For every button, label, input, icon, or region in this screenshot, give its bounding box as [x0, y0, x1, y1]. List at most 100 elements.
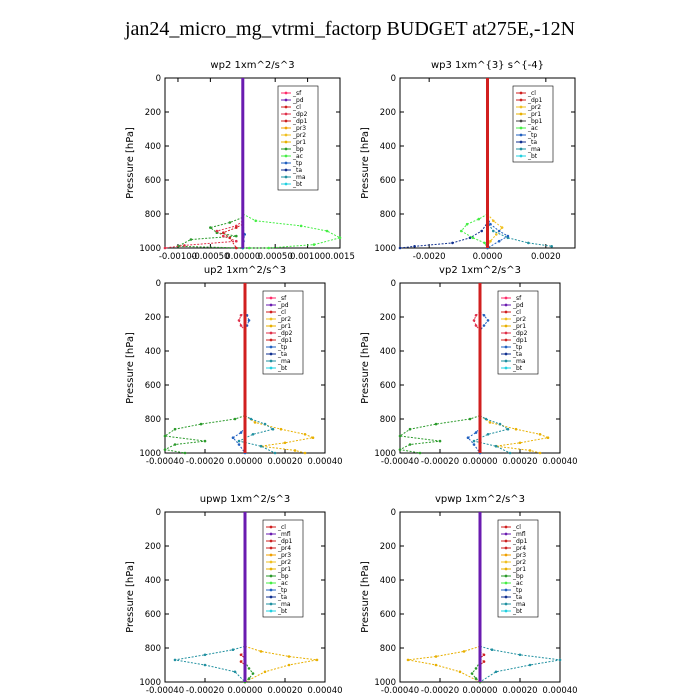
vp2-legend-label: _dp1: [512, 337, 528, 344]
upwp-legend-label: _pr4: [277, 545, 291, 552]
vpwp-y-tick-label: 600: [380, 610, 396, 620]
vpwp-point-cl: [482, 653, 486, 657]
wp2-series-ac: [242, 207, 342, 249]
wp3-legend-marker: [519, 105, 523, 109]
vp2-point-pr1: [488, 421, 492, 424]
wp3-legend-label: _pr2: [527, 104, 541, 111]
wp2-y-tick-label: 200: [145, 108, 161, 118]
wp2-point-ac: [338, 236, 342, 240]
wp3-series-ta: [399, 214, 488, 249]
wp3-point-pr2: [500, 226, 504, 229]
vpwp-x-tick-label: 0.00020: [502, 686, 537, 696]
upwp-legend-marker: [269, 595, 273, 599]
vpwp-legend-label: _dp1: [512, 538, 528, 545]
up2-y-tick-label: 1000: [139, 449, 161, 459]
wp3-legend-label: _cl: [527, 90, 536, 97]
upwp-y-tick-label: 400: [145, 576, 161, 586]
vp2-point-pr1: [538, 451, 542, 455]
up2-legend-marker: [269, 296, 273, 300]
wp3-legend-label: _dp1: [527, 97, 543, 104]
vpwp-point-pr1: [434, 655, 438, 658]
wp2-legend-label: _dp2: [292, 111, 308, 118]
wp2-point-cl: [222, 231, 225, 234]
wp3-legend-label: _ma: [527, 146, 541, 153]
vpwp-point-pr1: [406, 658, 410, 662]
up2-x-tick-label: 0.00020: [267, 457, 302, 467]
vp2-legend-label: _pr2: [512, 316, 526, 323]
up2-point-pr1: [283, 441, 287, 445]
vp2-point-tp: [474, 431, 478, 434]
wp2-legend-label: _pr3: [292, 125, 306, 132]
wp3-point-ta: [413, 245, 416, 248]
wp2-legend-label: _tp: [292, 160, 302, 167]
vp2-panel-title: vp2 1xm^2/s^3: [439, 265, 521, 276]
upwp-legend-marker: [269, 560, 273, 564]
vpwp-legend-marker: [504, 581, 508, 585]
up2-legend-label: _cl: [277, 309, 286, 316]
wp3-point-pr2: [489, 239, 492, 243]
vpwp-legend-label: _ma: [512, 601, 526, 608]
vpwp-point-pr1: [434, 663, 438, 667]
up2-x-tick-label: -0.00040: [146, 457, 184, 467]
upwp-point-cl: [239, 660, 243, 663]
upwp-legend-label: _cl: [277, 524, 286, 531]
upwp-legend-marker: [269, 574, 273, 578]
wp2-legend-marker: [284, 175, 288, 179]
vpwp-series-ma: [479, 645, 561, 683]
upwp-point-bp: [251, 672, 255, 675]
upwp-y-tick-label: 600: [145, 610, 161, 620]
wp2-point-ac: [312, 243, 316, 246]
up2-legend-label: _dp1: [277, 337, 293, 344]
up2-point-pr1: [253, 421, 257, 424]
upwp-legend-marker: [269, 602, 273, 606]
up2-panel-title: up2 1xm^2/s^3: [204, 265, 286, 276]
vp2-x-tick-label: -0.00040: [381, 457, 419, 467]
upwp-point-pr1: [287, 663, 291, 667]
wp3-legend-label: _ta: [527, 139, 537, 146]
vp2-point-tp: [482, 324, 486, 327]
wp2-legend-label: _bt: [292, 181, 303, 188]
vp2-y-tick-label: 1000: [374, 449, 396, 459]
vpwp-x-tick-label: 0.00000: [462, 686, 497, 696]
vp2-point-bp: [434, 422, 438, 426]
wp2-point-cl: [228, 236, 232, 240]
upwp-legend-marker: [269, 546, 273, 550]
wp2-panel-title: wp2 1xm^2/s^3: [210, 60, 294, 71]
wp2-point-bp: [228, 221, 232, 224]
wp2-legend-label: _ac: [292, 153, 303, 160]
vp2-legend-marker: [504, 338, 508, 342]
upwp-legend-marker: [269, 567, 273, 571]
up2-legend-marker: [269, 338, 273, 342]
up2-y-tick-label: 0: [156, 279, 161, 289]
up2-legend-label: _ta: [277, 351, 287, 358]
vpwp-y-axis-label: Pressure [hPa]: [360, 561, 371, 633]
upwp-legend-label: _tp: [277, 587, 287, 594]
vp2-legend-marker: [504, 296, 508, 300]
vpwp-legend-label: _pr4: [512, 545, 526, 552]
wp2-y-axis-label: Pressure [hPa]: [125, 127, 136, 199]
wp2-legend-label: _dp1: [292, 118, 308, 125]
wp2-legend-marker: [284, 182, 288, 186]
up2-point-bp: [199, 422, 203, 426]
up2-y-tick-label: 200: [145, 313, 161, 323]
wp2-legend-label: _pr2: [292, 132, 306, 139]
up2-point-ma: [259, 444, 263, 448]
upwp-legend-label: _ta: [277, 594, 287, 601]
vpwp-point-ma: [518, 653, 522, 657]
upwp-point-pr1: [315, 658, 319, 662]
wp2-series-cl: [222, 217, 244, 249]
vpwp-point-pr1: [462, 650, 466, 653]
wp2-point-bp: [189, 238, 193, 241]
wp2-legend-marker: [284, 133, 288, 137]
wp3-x-tick-label: -0.0020: [413, 252, 446, 262]
vpwp-legend-label: _bp: [512, 573, 524, 580]
wp2-legend-marker: [284, 147, 288, 151]
vp2-point-ma: [498, 422, 502, 426]
vpwp-legend-label: _ta: [512, 594, 522, 601]
vpwp-y-tick-label: 800: [380, 644, 396, 654]
up2-point-pr1: [293, 449, 297, 452]
wp2-point-ac: [325, 229, 329, 233]
vpwp-legend-label: _ac: [512, 580, 523, 587]
vp2-x-tick-label: 0.00020: [502, 457, 537, 467]
up2-legend-marker: [269, 303, 273, 307]
